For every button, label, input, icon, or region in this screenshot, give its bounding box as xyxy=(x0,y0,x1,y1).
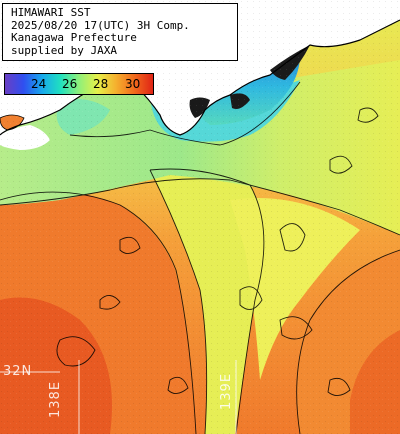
caption-line-credit: supplied by JAXA xyxy=(11,43,117,57)
legend-tick-28: 28 xyxy=(93,77,109,91)
longitude-label-139e: 139E xyxy=(219,372,234,410)
latitude-label-32n: 32N xyxy=(3,364,33,379)
caption-line-date: 2025/08/20 17(UTC) 3H Comp. xyxy=(11,18,190,32)
color-legend: 24 26 28 30 xyxy=(4,73,154,95)
legend-tick-30: 30 xyxy=(125,77,141,91)
legend-tick-26: 26 xyxy=(62,77,78,91)
map-caption: HIMAWARI SST 2025/08/20 17(UTC) 3H Comp.… xyxy=(2,3,238,61)
legend-tick-24: 24 xyxy=(31,77,47,91)
longitude-label-138e: 138E xyxy=(48,380,63,418)
caption-line-region: Kanagawa Prefecture xyxy=(11,31,137,44)
legend-color-bar xyxy=(5,74,153,94)
caption-line-product: HIMAWARI SST xyxy=(11,6,91,19)
